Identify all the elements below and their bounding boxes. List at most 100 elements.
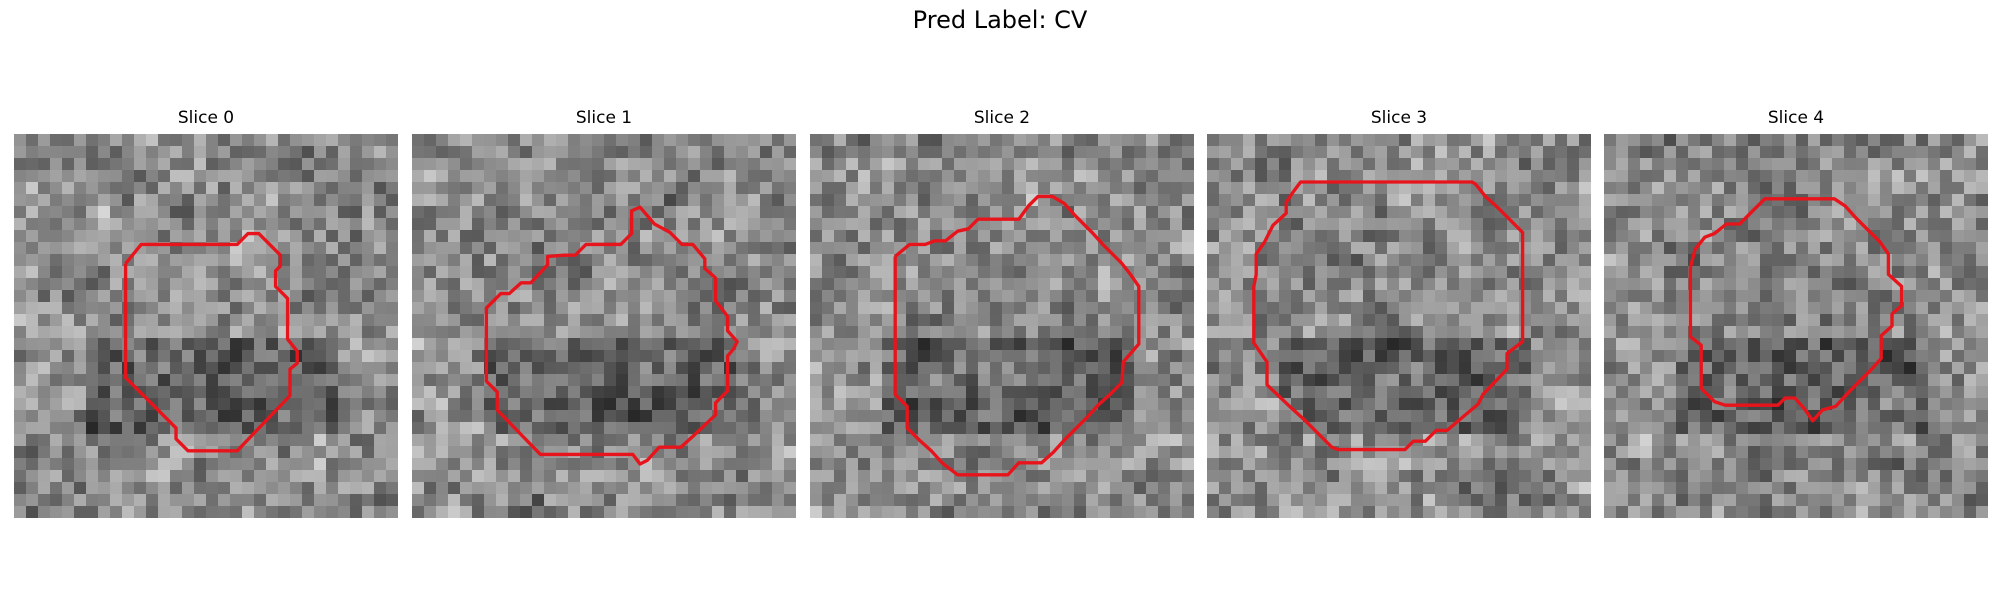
pixel bbox=[326, 350, 339, 363]
pixel bbox=[484, 158, 497, 171]
pixel bbox=[846, 134, 859, 147]
pixel bbox=[1856, 206, 1869, 219]
pixel bbox=[1231, 278, 1244, 291]
pixel bbox=[990, 206, 1003, 219]
pixel bbox=[652, 338, 665, 351]
pixel bbox=[1844, 266, 1857, 279]
pixel bbox=[1471, 326, 1484, 339]
pixel bbox=[1098, 350, 1111, 363]
pixel bbox=[1676, 146, 1689, 159]
pixel bbox=[1146, 410, 1159, 423]
pixel bbox=[1026, 134, 1039, 147]
pixel bbox=[1832, 146, 1845, 159]
pixel bbox=[858, 338, 871, 351]
pixel bbox=[616, 338, 629, 351]
pixel bbox=[894, 170, 907, 183]
pixel bbox=[326, 194, 339, 207]
pixel bbox=[1134, 470, 1147, 483]
pixel bbox=[74, 158, 87, 171]
pixel bbox=[772, 386, 785, 399]
pixel bbox=[640, 170, 653, 183]
pixel bbox=[1892, 398, 1905, 411]
pixel bbox=[1375, 386, 1388, 399]
pixel bbox=[1243, 206, 1256, 219]
pixel bbox=[1062, 362, 1075, 375]
pixel bbox=[906, 494, 919, 507]
pixel bbox=[194, 410, 207, 423]
pixel bbox=[412, 350, 425, 363]
pixel bbox=[424, 206, 437, 219]
pixel bbox=[436, 182, 449, 195]
pixel bbox=[362, 290, 375, 303]
pixel bbox=[38, 206, 51, 219]
pixel bbox=[194, 482, 207, 495]
pixel bbox=[1014, 158, 1027, 171]
pixel bbox=[640, 134, 653, 147]
pixel bbox=[882, 338, 895, 351]
pixel bbox=[978, 146, 991, 159]
pixel bbox=[1820, 386, 1833, 399]
pixel bbox=[1315, 170, 1328, 183]
pixel bbox=[556, 386, 569, 399]
pixel bbox=[1050, 278, 1063, 291]
pixel bbox=[436, 146, 449, 159]
pixel bbox=[544, 398, 557, 411]
pixel bbox=[676, 170, 689, 183]
pixel bbox=[1435, 290, 1448, 303]
pixel bbox=[1616, 158, 1629, 171]
pixel bbox=[86, 374, 99, 387]
pixel bbox=[1074, 302, 1087, 315]
pixel bbox=[182, 254, 195, 267]
pixel bbox=[158, 290, 171, 303]
pixel bbox=[50, 362, 63, 375]
pixel bbox=[966, 398, 979, 411]
pixel bbox=[760, 374, 773, 387]
pixel bbox=[412, 230, 425, 243]
pixel bbox=[954, 254, 967, 267]
pixel bbox=[1363, 182, 1376, 195]
pixel bbox=[1579, 350, 1591, 363]
pixel bbox=[760, 146, 773, 159]
pixel bbox=[1435, 302, 1448, 315]
pixel bbox=[206, 458, 219, 471]
pixel bbox=[822, 458, 835, 471]
pixel bbox=[436, 218, 449, 231]
pixel bbox=[784, 206, 796, 219]
pixel bbox=[436, 398, 449, 411]
pixel bbox=[350, 242, 363, 255]
pixel bbox=[1616, 434, 1629, 447]
pixel bbox=[1892, 158, 1905, 171]
pixel bbox=[846, 422, 859, 435]
pixel bbox=[966, 422, 979, 435]
pixel bbox=[1976, 422, 1988, 435]
pixel bbox=[1567, 158, 1580, 171]
pixel bbox=[1134, 374, 1147, 387]
pixel bbox=[978, 230, 991, 243]
pixel bbox=[86, 314, 99, 327]
pixel bbox=[326, 218, 339, 231]
pixel bbox=[1315, 230, 1328, 243]
pixel bbox=[532, 410, 545, 423]
pixel bbox=[1014, 398, 1027, 411]
pixel bbox=[580, 230, 593, 243]
pixel bbox=[170, 170, 183, 183]
pixel bbox=[628, 470, 641, 483]
pixel bbox=[122, 494, 135, 507]
pixel bbox=[1856, 266, 1869, 279]
pixel bbox=[1170, 206, 1183, 219]
pixel bbox=[990, 290, 1003, 303]
pixel bbox=[1820, 422, 1833, 435]
pixel bbox=[978, 446, 991, 459]
pixel bbox=[266, 350, 279, 363]
pixel bbox=[1964, 146, 1977, 159]
pixel bbox=[338, 158, 351, 171]
pixel bbox=[1219, 134, 1232, 147]
pixel bbox=[508, 194, 521, 207]
pixel bbox=[1736, 158, 1749, 171]
pixel bbox=[990, 422, 1003, 435]
pixel bbox=[954, 434, 967, 447]
pixel bbox=[1640, 134, 1653, 147]
pixel bbox=[882, 362, 895, 375]
pixel bbox=[1026, 158, 1039, 171]
pixel bbox=[1170, 230, 1183, 243]
